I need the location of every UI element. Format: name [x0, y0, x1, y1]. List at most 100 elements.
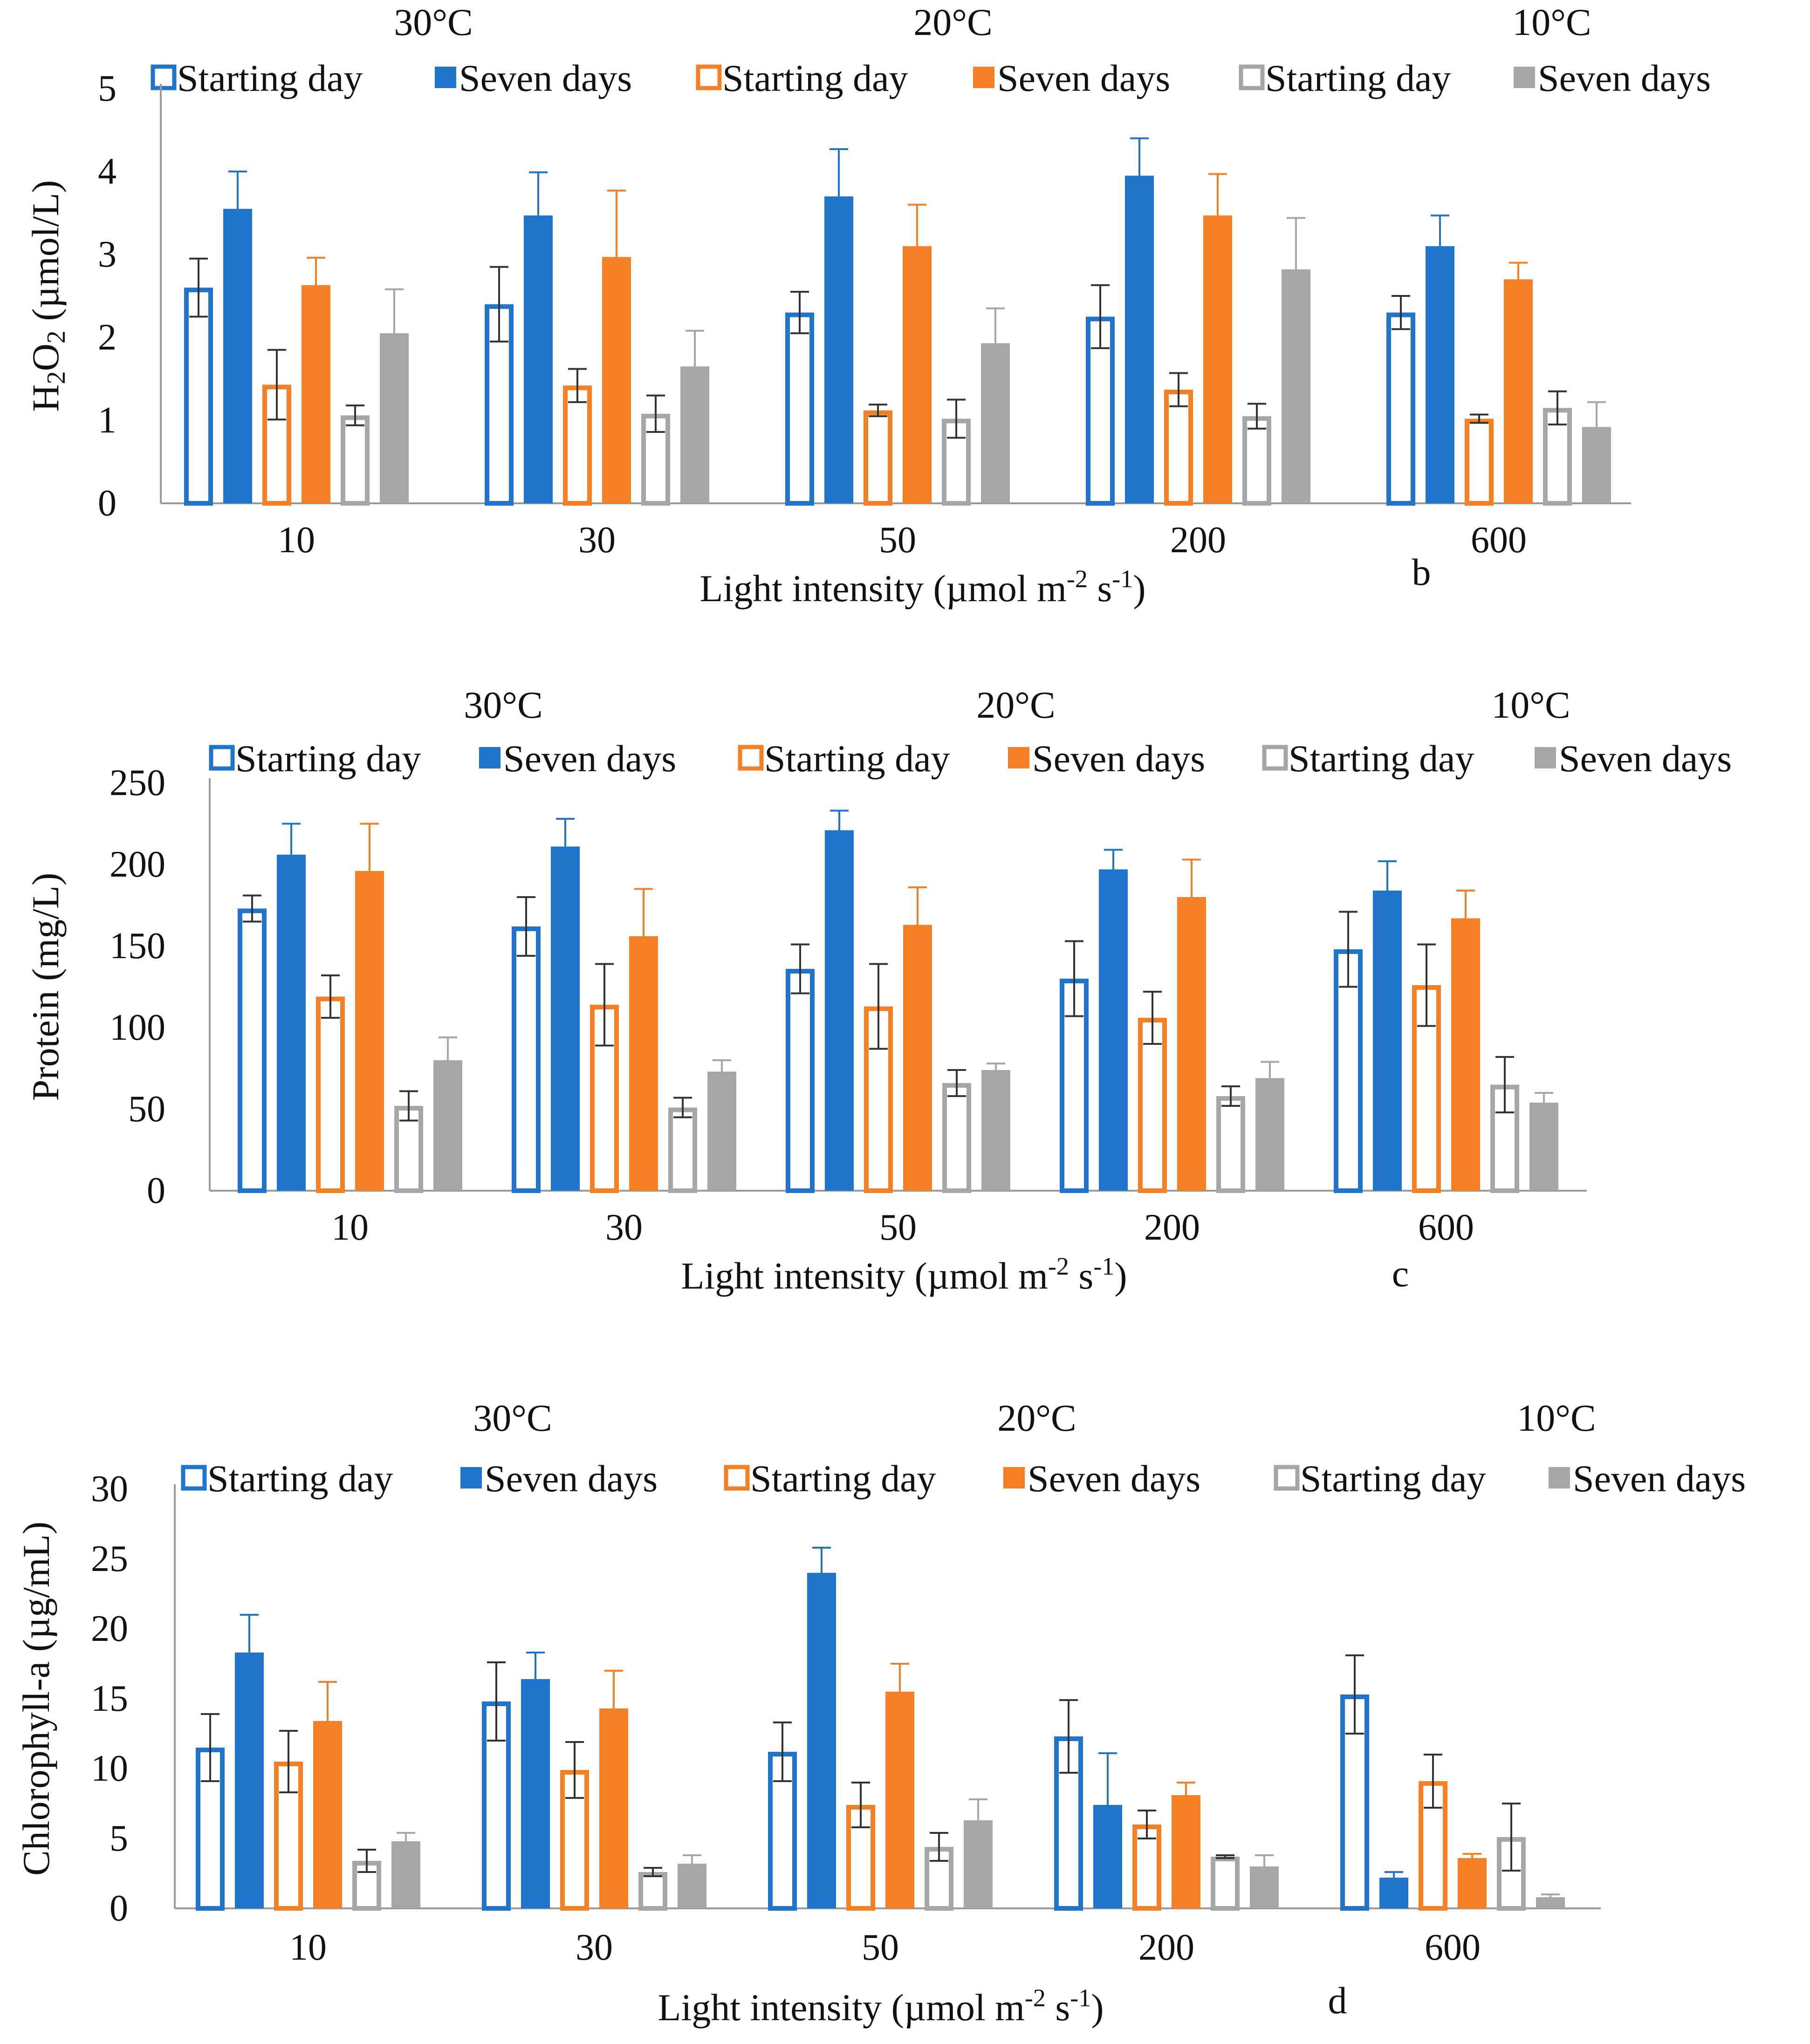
bar-orange-seven-days-50 [885, 1692, 914, 1908]
bar-orange-seven-days-600 [1504, 279, 1533, 503]
bar-orange-seven-days-600 [1451, 918, 1480, 1191]
legend-swatch-6 [1549, 1467, 1570, 1488]
temperature-header-3: 10°C [1517, 1397, 1596, 1439]
bar-gray-starting-day-10 [341, 415, 370, 506]
bar-gray-starting-day-50 [942, 1083, 971, 1193]
x-tick-label: 30 [578, 520, 616, 561]
x-tick-label: 50 [879, 520, 916, 561]
y-tick-label: 15 [91, 1678, 128, 1719]
bar-orange-seven-days-10 [313, 1721, 342, 1908]
y-axis-label: Chlorophyll-a (µg/mL) [15, 1522, 57, 1876]
panel-letter: b [1412, 551, 1431, 593]
bar-orange-seven-days-30 [599, 1708, 628, 1908]
bar-gray-seven-days-50 [964, 1820, 993, 1908]
bar-blue-starting-day-30 [512, 926, 541, 1193]
temperature-header-1: 30°C [394, 1, 473, 43]
bar-gray-seven-days-200 [1282, 269, 1310, 503]
y-tick-label: 30 [91, 1468, 128, 1509]
x-tick-label: 10 [331, 1207, 369, 1248]
legend-swatch-4 [1003, 1467, 1025, 1488]
x-tick-label: 600 [1471, 520, 1527, 561]
bar-blue-seven-days-30 [551, 846, 580, 1191]
bar-blue-seven-days-30 [521, 1679, 550, 1908]
legend-label-5: Starting day [1265, 57, 1451, 99]
legend-label-5: Starting day [1289, 737, 1474, 780]
bar-gray-seven-days-10 [433, 1060, 462, 1191]
panel-letter: c [1392, 1252, 1409, 1295]
y-axis-label: Protein (mg/L) [24, 873, 67, 1101]
bar-gray-seven-days-10 [391, 1841, 420, 1908]
y-tick-label: 150 [110, 926, 165, 967]
bar-orange-starting-day-200 [1164, 390, 1193, 506]
bar-orange-seven-days-10 [355, 871, 384, 1191]
temperature-header-2: 20°C [976, 684, 1056, 726]
bar-orange-seven-days-50 [903, 246, 932, 503]
bar-orange-seven-days-200 [1172, 1795, 1200, 1908]
bar-orange-starting-day-30 [563, 385, 592, 506]
bar-blue-seven-days-600 [1373, 891, 1402, 1191]
legend-swatch-4 [973, 67, 994, 88]
y-tick-label: 10 [91, 1748, 128, 1789]
legend-label-6: Seven days [1538, 57, 1711, 99]
legend-label-4: Seven days [997, 57, 1170, 99]
y-tick-label: 25 [91, 1538, 128, 1579]
x-tick-label: 30 [576, 1927, 613, 1968]
x-axis-label: Light intensity (µmol m-2 s-1) [699, 565, 1145, 610]
legend-swatch-6 [1535, 747, 1556, 768]
temperature-header-2: 20°C [913, 1, 993, 43]
legend-swatch-2 [460, 1467, 482, 1488]
legend-label-1: Starting day [207, 1457, 393, 1500]
legend-swatch-3 [696, 64, 722, 90]
y-tick-label: 100 [110, 1007, 165, 1048]
bar-orange-seven-days-200 [1177, 897, 1206, 1191]
bar-gray-starting-day-200 [1216, 1096, 1245, 1193]
bar-blue-seven-days-200 [1125, 175, 1154, 503]
bar-orange-starting-day-200 [1138, 1018, 1167, 1193]
legend-swatch-5 [1239, 64, 1265, 90]
legend-label-6: Seven days [1573, 1457, 1746, 1500]
y-tick-label: 0 [98, 483, 117, 524]
x-tick-label: 600 [1418, 1207, 1474, 1248]
y-tick-label: 2 [98, 317, 117, 358]
bar-gray-seven-days-600 [1536, 1897, 1565, 1908]
legend-label-3: Starting day [750, 1457, 936, 1500]
bar-blue-seven-days-600 [1426, 246, 1454, 503]
legend-label-1: Starting day [235, 737, 421, 780]
bar-orange-starting-day-200 [1132, 1825, 1161, 1911]
x-tick-label: 200 [1144, 1207, 1200, 1248]
legend-label-3: Starting day [764, 737, 950, 780]
bar-orange-seven-days-600 [1458, 1858, 1487, 1908]
bar-blue-starting-day-30 [485, 304, 514, 506]
bar-blue-starting-day-600 [1386, 312, 1415, 506]
y-tick-label: 50 [128, 1089, 165, 1130]
legend-label-5: Starting day [1300, 1457, 1486, 1500]
y-tick-label: 20 [91, 1608, 128, 1649]
bar-blue-seven-days-10 [277, 855, 306, 1191]
x-tick-label: 10 [278, 520, 315, 561]
bar-gray-seven-days-10 [380, 333, 409, 503]
temperature-header-1: 30°C [464, 684, 543, 726]
legend-swatch-3 [738, 745, 764, 771]
legend-swatch-2 [435, 67, 456, 88]
y-tick-label: 1 [98, 400, 117, 441]
bar-gray-seven-days-600 [1529, 1103, 1558, 1191]
legend-swatch-2 [479, 747, 500, 768]
panel-letter: d [1328, 1979, 1347, 2022]
x-tick-label: 10 [289, 1927, 327, 1968]
bar-orange-starting-day-10 [274, 1762, 303, 1911]
bar-blue-seven-days-50 [824, 196, 853, 503]
legend-label-2: Seven days [503, 737, 676, 780]
bar-blue-seven-days-50 [825, 830, 854, 1191]
legend-label-4: Seven days [1028, 1457, 1200, 1500]
legend-label-1: Starting day [177, 57, 363, 99]
bar-gray-starting-day-30 [668, 1107, 697, 1193]
temperature-header-1: 30°C [473, 1397, 552, 1439]
bar-gray-seven-days-50 [981, 343, 1010, 503]
bar-orange-starting-day-50 [864, 410, 892, 506]
legend-label-2: Seven days [459, 57, 632, 99]
y-tick-label: 5 [110, 1818, 128, 1859]
legend-label-6: Seven days [1559, 737, 1732, 780]
x-tick-label: 50 [879, 1207, 917, 1248]
bar-gray-seven-days-200 [1250, 1866, 1279, 1908]
